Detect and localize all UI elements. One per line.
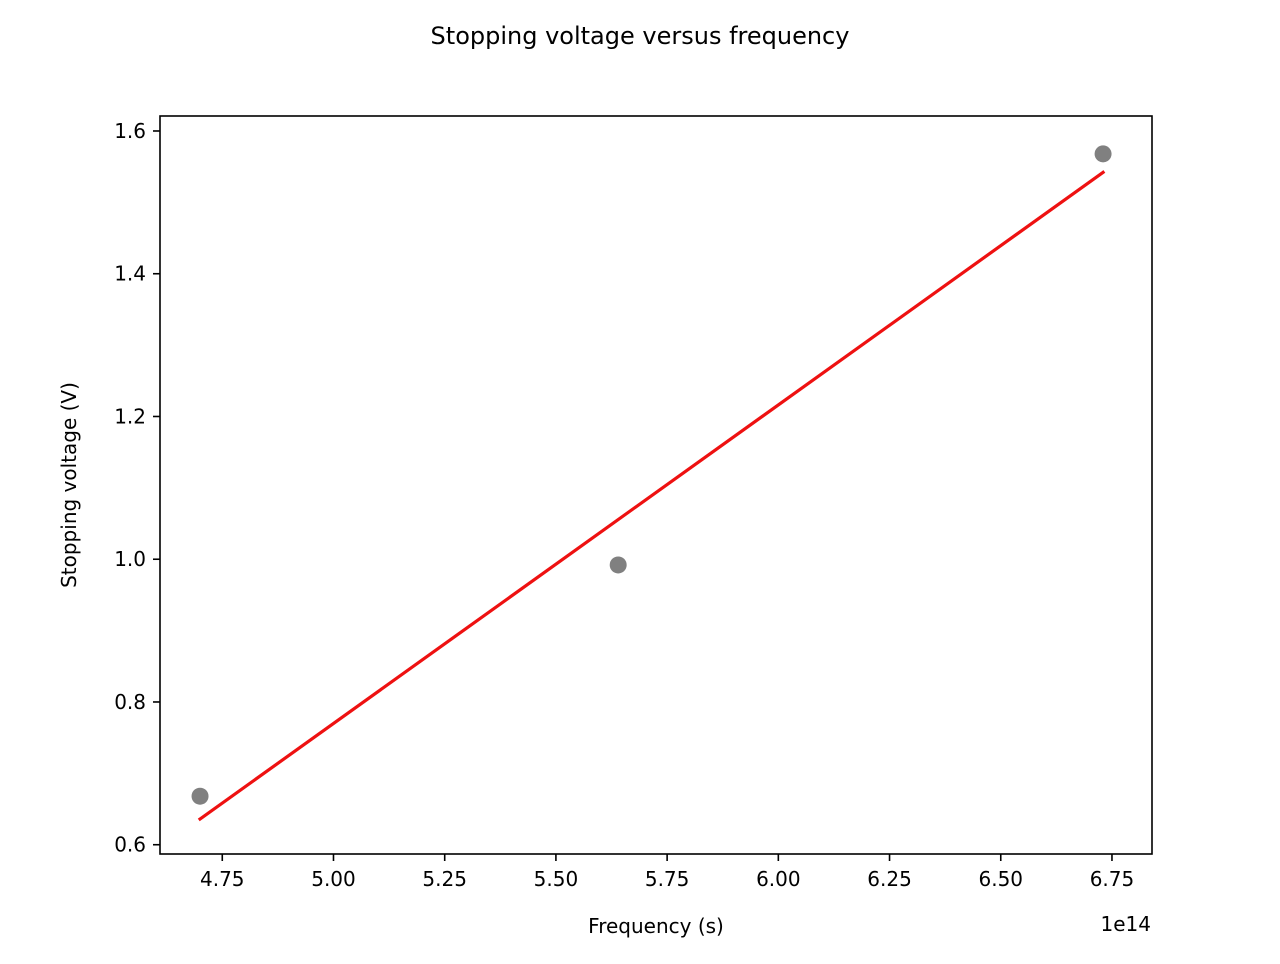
x-tick-label: 6.00 <box>756 867 801 891</box>
fit-line <box>197 170 1106 822</box>
y-tick-label: 0.6 <box>114 833 146 857</box>
data-point-2 <box>609 556 627 574</box>
x-tick-label: 5.75 <box>645 867 690 891</box>
data-point-3 <box>1094 145 1112 163</box>
y-tick-label: 1.2 <box>114 404 146 428</box>
x-tick-label: 5.50 <box>534 867 579 891</box>
x-tick-label: 6.75 <box>1090 867 1135 891</box>
x-tick-label: 6.50 <box>978 867 1023 891</box>
x-tick-label: 5.25 <box>422 867 467 891</box>
y-axis-label: Stopping voltage (V) <box>57 382 81 588</box>
y-tick-label: 1.6 <box>114 119 146 143</box>
x-axis-label: Frequency (s) <box>588 914 724 938</box>
x-tick-label: 4.75 <box>200 867 245 891</box>
x-axis-offset-label: 1e14 <box>1101 912 1151 936</box>
y-tick-label: 1.0 <box>114 547 146 571</box>
x-axis-ticks: 4.75 5.00 5.25 5.50 5.75 6.00 6.25 6.50 6.75 <box>200 854 1134 891</box>
y-tick-label: 1.4 <box>114 262 146 286</box>
x-tick-label: 5.00 <box>311 867 356 891</box>
y-tick-label: 0.8 <box>114 690 146 714</box>
plot-area <box>159 115 1153 855</box>
y-axis-ticks: 0.6 0.8 1.0 1.2 1.4 1.6 <box>114 119 160 857</box>
axes-frame <box>159 115 1153 855</box>
data-point-1 <box>191 787 209 805</box>
chart-title: Stopping voltage versus frequency <box>431 22 850 50</box>
x-tick-label: 6.25 <box>867 867 912 891</box>
